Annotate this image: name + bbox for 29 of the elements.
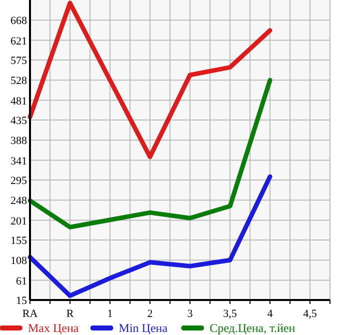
y-tick-label: 108 <box>10 255 28 268</box>
y-tick-label: 621 <box>10 35 27 48</box>
y-tick-label: 341 <box>10 155 27 168</box>
x-tick-label: 3 <box>187 308 194 320</box>
y-tick-label: 155 <box>10 235 28 247</box>
y-tick-label: 575 <box>10 55 28 67</box>
y-tick-label: 528 <box>10 75 28 88</box>
x-tick-label: 4 <box>267 308 274 320</box>
legend-label: Min Цена <box>118 321 168 335</box>
y-tick-label: 295 <box>10 175 28 187</box>
x-tick-label: RA <box>22 308 38 320</box>
x-tick-label: R <box>66 308 74 320</box>
legend-label: Max Цена <box>28 321 80 335</box>
y-tick-label: 481 <box>10 95 27 108</box>
x-tick-label: 3,5 <box>223 308 238 320</box>
y-tick-label: 61 <box>16 275 27 288</box>
line-series <box>28 0 272 160</box>
y-tick-label: 668 <box>10 15 28 28</box>
y-tick-label: 248 <box>10 195 28 208</box>
legend-label: Сред.Цена, т.йен <box>210 321 296 335</box>
x-tick-label: 1 <box>107 308 113 320</box>
x-tick-label: 4,5 <box>303 308 318 320</box>
line-series <box>28 78 272 230</box>
y-tick-label: 388 <box>10 135 28 148</box>
y-tick-label: 435 <box>10 115 28 127</box>
x-tick-label: 2 <box>147 308 153 320</box>
y-tick-label: 15 <box>16 295 28 307</box>
line-series <box>28 174 272 298</box>
y-tick-label: 201 <box>10 215 27 228</box>
